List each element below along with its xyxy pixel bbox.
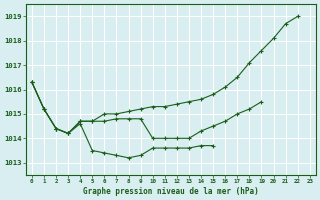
X-axis label: Graphe pression niveau de la mer (hPa): Graphe pression niveau de la mer (hPa)	[83, 187, 259, 196]
